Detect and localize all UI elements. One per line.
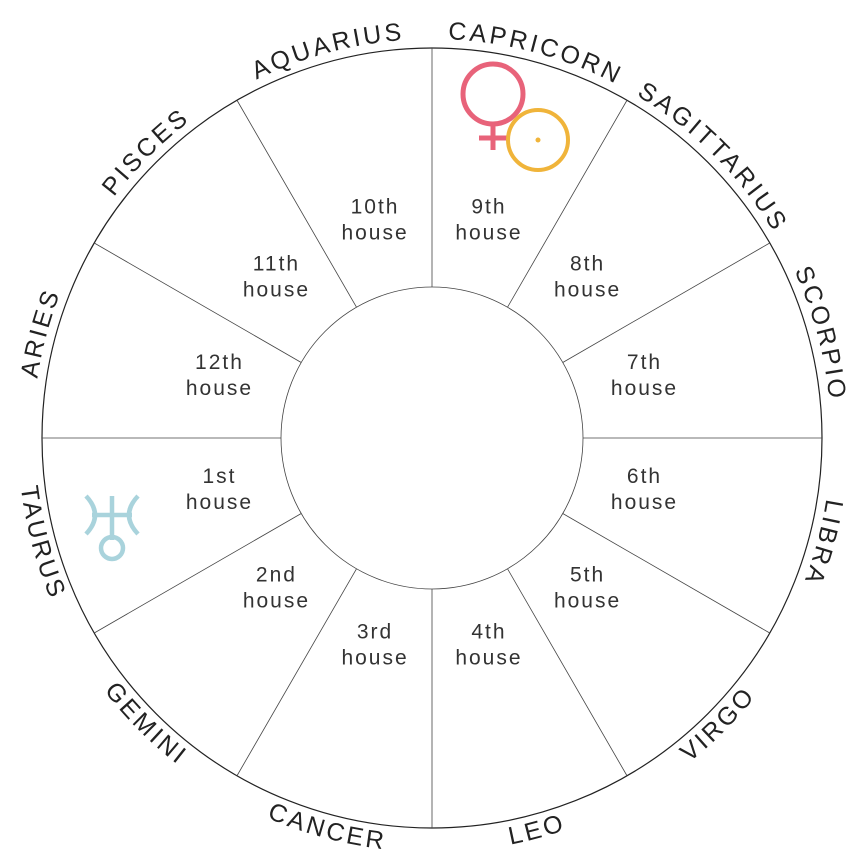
sign-label-path: CAPRICORN bbox=[447, 17, 624, 90]
house-number: 8th bbox=[570, 252, 605, 275]
house-word: house bbox=[186, 377, 253, 400]
sign-label: LEO bbox=[506, 808, 569, 850]
sign-label-path: CANCER bbox=[264, 797, 385, 855]
sign-label: ARIES bbox=[16, 284, 67, 379]
house-label: 10th house bbox=[341, 195, 408, 244]
house-word: house bbox=[611, 491, 678, 514]
sign-label: SCORPIO bbox=[789, 262, 851, 403]
spokes bbox=[42, 48, 822, 828]
sign-label: LIBRA bbox=[798, 498, 848, 591]
spoke bbox=[562, 513, 770, 634]
spoke bbox=[236, 568, 357, 776]
house-number: 5th bbox=[570, 564, 605, 587]
house-label: 12th house bbox=[186, 351, 253, 400]
house-word: house bbox=[341, 221, 408, 244]
sign-label-path: TAURUS bbox=[15, 484, 69, 604]
sign-label-path: VIRGO bbox=[675, 681, 758, 767]
house-number: 4th bbox=[471, 621, 506, 644]
sign-label: PISCES bbox=[97, 103, 195, 201]
uranus-symbol bbox=[84, 494, 140, 562]
sign-label-path: GEMINI bbox=[99, 677, 190, 771]
house-label: 11th house bbox=[243, 252, 310, 301]
house-number: 11th bbox=[253, 252, 300, 275]
house-number: 12th bbox=[195, 351, 244, 374]
house-word: house bbox=[341, 647, 408, 670]
sign-label-path: SAGITTARIUS bbox=[633, 76, 790, 236]
sign-label: SAGITTARIUS bbox=[633, 76, 793, 236]
sign-label: CAPRICORN bbox=[447, 17, 627, 90]
spoke bbox=[562, 242, 770, 363]
house-word: house bbox=[554, 278, 621, 301]
house-label: 8th house bbox=[554, 252, 621, 301]
house-number: 7th bbox=[627, 351, 662, 374]
house-number: 10th bbox=[351, 195, 400, 218]
sun-symbol bbox=[506, 108, 570, 172]
house-label: 7th house bbox=[611, 351, 678, 400]
house-word: house bbox=[186, 491, 253, 514]
house-word: house bbox=[455, 647, 522, 670]
sign-label: CANCER bbox=[264, 797, 388, 855]
house-number: 6th bbox=[627, 465, 662, 488]
house-number: 9th bbox=[471, 195, 506, 218]
spoke bbox=[94, 242, 302, 363]
house-label: 2nd house bbox=[243, 564, 310, 613]
house-label: 4th house bbox=[455, 621, 522, 670]
house-label: 6th house bbox=[611, 465, 678, 514]
sign-label: VIRGO bbox=[675, 681, 761, 767]
spoke bbox=[507, 100, 628, 308]
sign-label-path: PISCES bbox=[97, 103, 192, 201]
house-label: 9th house bbox=[455, 195, 522, 244]
sign-label-path: LEO bbox=[506, 808, 566, 850]
spoke bbox=[94, 513, 302, 634]
house-number: 2nd bbox=[256, 564, 297, 587]
house-word: house bbox=[455, 221, 522, 244]
inner-ring bbox=[280, 286, 584, 590]
spoke bbox=[236, 100, 357, 308]
sign-label-path: SCORPIO bbox=[789, 262, 849, 403]
sign-label: GEMINI bbox=[99, 677, 193, 771]
house-word: house bbox=[611, 377, 678, 400]
sign-label-path: ARIES bbox=[16, 284, 64, 379]
house-number: 1st bbox=[202, 465, 236, 488]
spoke bbox=[507, 568, 628, 776]
house-label: 5th house bbox=[554, 564, 621, 613]
sign-label: TAURUS bbox=[15, 484, 72, 604]
house-word: house bbox=[554, 590, 621, 613]
sign-label-path: LIBRA bbox=[798, 498, 845, 591]
house-number: 3rd bbox=[357, 621, 393, 644]
house-word: house bbox=[243, 278, 310, 301]
house-label: 1st house bbox=[186, 465, 253, 514]
house-label: 3rd house bbox=[341, 621, 408, 670]
venus-symbol bbox=[460, 61, 526, 150]
house-word: house bbox=[243, 590, 310, 613]
